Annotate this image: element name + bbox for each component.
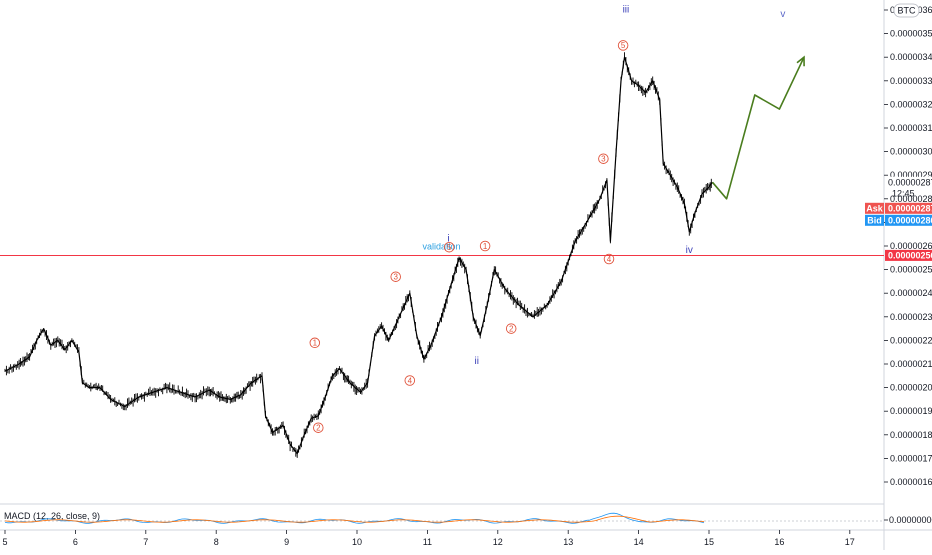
- time-tick-label: 5: [2, 537, 7, 547]
- time-tick-label: 7: [143, 537, 148, 547]
- time-tick-label: 16: [774, 537, 784, 547]
- wave-count-marker: 3: [390, 271, 401, 282]
- wave-count-label: 1: [483, 242, 488, 251]
- wave-count-label: 2: [316, 424, 321, 433]
- time-axis[interactable]: 5 6 7 8 9 10 11 12 13 14 15 16 17: [2, 530, 855, 547]
- currency-badge-label: BTC: [898, 6, 917, 16]
- time-tick-label: 15: [704, 537, 714, 547]
- wave-count-label: 5: [621, 41, 626, 50]
- price-axis[interactable]: 0.000003600.000003500.000003400.00000330…: [884, 5, 932, 487]
- time-tick-label: 8: [214, 537, 219, 547]
- wave-count-label: 4: [408, 376, 413, 385]
- wave-count-marker: 1: [479, 240, 491, 252]
- wave-count-label: 3: [393, 273, 398, 282]
- wave-count-label: 4: [607, 255, 612, 264]
- wave-count-marker: 5: [443, 241, 455, 253]
- macd-zero-label: 0.00000000: [889, 515, 932, 525]
- level-price-tag[interactable]: 0.00000256: [885, 249, 932, 261]
- wave-count-marker: 1: [309, 337, 321, 349]
- time-tick-label: 17: [845, 537, 855, 547]
- bid-price-value: 0.00000286: [888, 215, 932, 225]
- wave-count-marker: 5: [617, 40, 629, 51]
- macd-label: MACD (12, 26, close, 9): [4, 511, 100, 521]
- projection-arrowhead: [796, 55, 805, 67]
- wave-label: iv: [686, 245, 693, 256]
- level-price-value: 0.00000256: [888, 250, 932, 260]
- wave-label: v: [780, 9, 785, 20]
- time-tick-label: 10: [352, 537, 362, 547]
- bid-price-tag: Bid 0.00000286: [865, 214, 932, 226]
- bid-label: Bid: [867, 215, 882, 225]
- currency-badge[interactable]: BTC: [893, 3, 920, 18]
- ask-price-value: 0.00000287: [888, 203, 932, 213]
- wave-count-label: 3: [601, 155, 606, 164]
- ask-label: Ask: [866, 203, 884, 213]
- wave-label: i: [447, 233, 449, 244]
- macd-signal-line: [4, 515, 705, 523]
- price-line: [4, 56, 713, 455]
- wave-count-marker: 4: [603, 253, 615, 265]
- validation-note: validation: [422, 242, 460, 252]
- wave-count-marker: 3: [598, 153, 609, 164]
- wave-count-marker: 2: [313, 422, 324, 433]
- macd-line: [4, 512, 705, 524]
- time-tick-label: 9: [284, 537, 289, 547]
- time-tick-label: 13: [563, 537, 573, 547]
- series-layer: [4, 52, 805, 458]
- time-tick-label: 14: [634, 537, 644, 547]
- wave-count-label: 5: [447, 243, 452, 252]
- wave-count-label: 2: [509, 324, 514, 333]
- last-price-tag: 0.00000287 12:45: [885, 176, 932, 198]
- price-tick-label: 0.00000160: [890, 477, 932, 487]
- projection-line: [711, 56, 805, 200]
- wave-count-marker: 2: [505, 323, 517, 334]
- wave-label: iii: [623, 4, 630, 15]
- macd-pane[interactable]: MACD (12, 26, close, 9) 0.00000000: [0, 511, 932, 525]
- ask-price-tag: Ask 0.00000287: [865, 202, 932, 214]
- wave-count-label: 1: [313, 339, 318, 348]
- time-tick-label: 6: [73, 537, 78, 547]
- time-tick-label: 11: [423, 537, 432, 547]
- wave-label: ii: [474, 356, 478, 367]
- time-tick-label: 12: [493, 537, 503, 547]
- wave-count-marker: 4: [404, 375, 416, 386]
- bar-countdown: 12:45: [892, 188, 915, 198]
- last-price-value: 0.00000287: [888, 177, 932, 187]
